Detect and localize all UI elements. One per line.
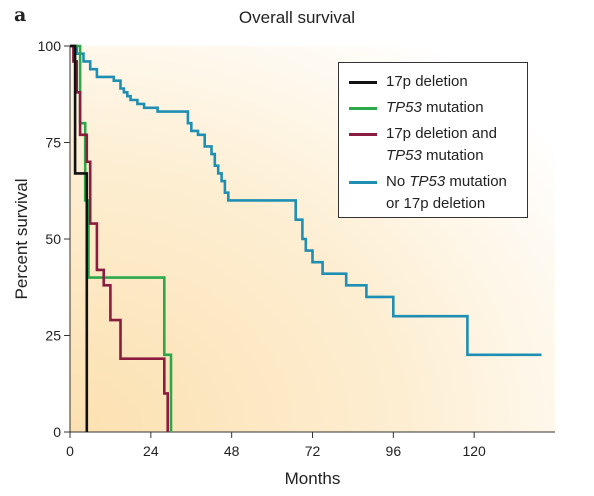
series-layer [70,44,542,432]
y-tick-label: 50 [45,231,61,247]
legend-swatch-tp53-mutation [349,107,377,110]
legend-item-tp53-mutation: TP53 mutation [349,97,521,119]
x-axis-label: Months [285,469,341,488]
legend-item-17p-deletion-and-tp53: 17p deletion and TP53 mutation [349,123,521,167]
series-line-no-tp53-mutation-or-17p-deletion [70,44,542,357]
y-tick-label: 25 [45,328,61,344]
legend: 17p deletion TP53 mutation 17p deletion … [338,62,528,218]
chart-title: Overall survival [238,8,356,27]
legend-item-17p-deletion: 17p deletion [349,71,521,93]
legend-label: 17p deletion and TP53 mutation [386,125,497,164]
y-tick-label: 75 [45,135,61,151]
y-tick-label: 0 [53,424,61,440]
axes: 0 25 50 75 100 0 24 48 72 96 120 [38,38,555,459]
x-tick-label: 72 [305,443,321,459]
x-tick-label: 0 [66,443,74,459]
x-tick-label: 96 [386,443,402,459]
series-line-17p-deletion [70,44,89,432]
legend-swatch-17p-deletion-and-tp53 [349,133,377,136]
x-tick-label: 120 [462,443,486,459]
legend-label: No TP53 mutation or 17p deletion [386,173,507,212]
legend-item-no-tp53-or-17p: No TP53 mutation or 17p deletion [349,171,521,215]
x-tick-label: 24 [143,443,159,459]
legend-label: TP53 mutation [386,99,484,116]
y-axis-label: Percent survival [12,179,31,300]
y-tick-label: 100 [38,38,62,54]
legend-swatch-no-tp53-or-17p [349,181,377,184]
panel-letter: a [14,4,27,26]
legend-swatch-17p-deletion [349,81,377,84]
series-line-17p-deletion-and-tp53-mutation [70,44,169,432]
x-tick-label: 48 [224,443,240,459]
legend-label: 17p deletion [386,73,468,90]
